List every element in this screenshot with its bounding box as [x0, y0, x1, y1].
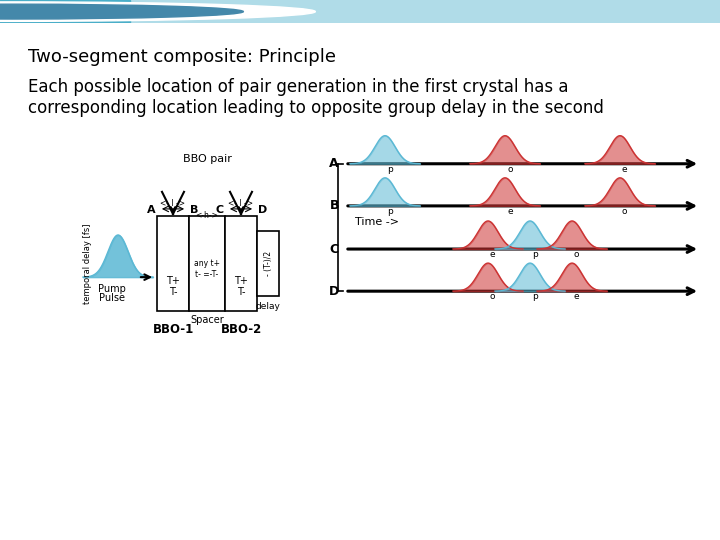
Text: Pulse: Pulse: [99, 293, 125, 303]
Text: A: A: [148, 205, 156, 215]
Text: p: p: [387, 207, 392, 216]
Text: BBO pair: BBO pair: [183, 154, 231, 164]
Text: A: A: [329, 157, 339, 170]
Circle shape: [0, 2, 315, 22]
Text: p: p: [532, 250, 538, 259]
Text: D: D: [329, 285, 339, 298]
Text: p: p: [532, 292, 538, 301]
Text: any t+: any t+: [194, 259, 220, 268]
Text: t- =-T-: t- =-T-: [195, 270, 219, 279]
Text: C: C: [330, 242, 339, 255]
Text: Pump: Pump: [98, 284, 126, 294]
Text: - (T-)/2: - (T-)/2: [264, 251, 272, 276]
Text: o: o: [507, 165, 513, 174]
Text: e: e: [490, 250, 495, 259]
Bar: [189, 216, 225, 311]
Text: B: B: [330, 199, 339, 212]
Text: corresponding location leading to opposite group delay in the second: corresponding location leading to opposi…: [28, 98, 604, 117]
Text: p: p: [387, 165, 392, 174]
Text: BBO-1: BBO-1: [153, 323, 194, 336]
Text: D: D: [258, 205, 267, 215]
Text: <-h->: <-h->: [196, 211, 218, 220]
Text: o: o: [490, 292, 495, 301]
Text: <- l ->: <- l ->: [161, 199, 186, 208]
Text: T-: T-: [237, 287, 246, 297]
Text: B: B: [190, 205, 199, 215]
Text: o: o: [574, 250, 580, 259]
Text: T-: T-: [168, 287, 177, 297]
Text: delay: delay: [256, 302, 280, 311]
Text: Time ->: Time ->: [355, 217, 399, 227]
Text: e: e: [622, 165, 628, 174]
Bar: [0, 0, 130, 23]
Bar: [257, 231, 279, 296]
Bar: [225, 216, 257, 311]
Text: T+: T+: [234, 276, 248, 286]
Text: T+: T+: [166, 276, 180, 286]
Bar: [157, 216, 189, 311]
Text: Spacer: Spacer: [190, 315, 224, 325]
Text: <- l ->: <- l ->: [228, 199, 253, 208]
Text: o: o: [622, 207, 628, 216]
Text: Two-segment composite: Principle: Two-segment composite: Principle: [28, 49, 336, 66]
Text: temporal delay [fs]: temporal delay [fs]: [84, 224, 92, 305]
Circle shape: [0, 4, 243, 19]
Text: e: e: [507, 207, 513, 216]
Text: e: e: [574, 292, 580, 301]
Text: C: C: [216, 205, 224, 215]
Text: BBO-2: BBO-2: [220, 323, 261, 336]
Text: Each possible location of pair generation in the first crystal has a: Each possible location of pair generatio…: [28, 78, 569, 97]
